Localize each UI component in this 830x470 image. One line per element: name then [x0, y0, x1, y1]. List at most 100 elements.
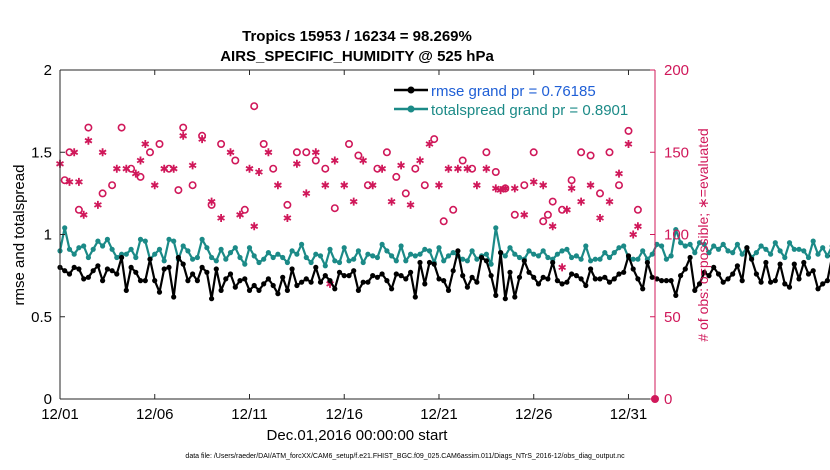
totalspread-point: [805, 254, 812, 261]
possible-obs-marker: [567, 176, 576, 185]
rmse-point: [85, 274, 91, 280]
x-tick-label: 12/21: [420, 406, 458, 423]
totalspread-point: [128, 246, 134, 252]
possible-obs-marker: [614, 181, 623, 190]
rmse-point: [621, 269, 627, 275]
totalspread-point: [137, 236, 144, 242]
rmse-point: [128, 264, 134, 270]
y-right-tick-label: 0: [664, 391, 672, 408]
totalspread-point: [398, 243, 404, 249]
totalspread-point: [668, 253, 674, 259]
rmse-point: [640, 286, 646, 292]
possible-obs-marker: [529, 148, 538, 157]
rmse-point: [786, 284, 793, 290]
chart-subtitle: AIRS_SPECIFIC_HUMIDITY @ 525 hPa: [220, 48, 494, 65]
rmse-point: [753, 271, 760, 277]
rmse-point: [540, 274, 546, 280]
totalspread-point: [673, 227, 679, 233]
totalspread-point: [180, 243, 186, 249]
totalspread-point: [303, 254, 309, 261]
totalspread-point: [289, 248, 295, 254]
rmse-point: [654, 276, 660, 282]
possible-obs-marker: [330, 204, 339, 213]
totalspread-point: [422, 246, 428, 252]
rmse-point: [256, 287, 262, 293]
possible-obs-marker: [259, 140, 268, 149]
rmse-point: [678, 273, 684, 279]
rmse-point: [152, 278, 158, 284]
totalspread-point: [417, 251, 423, 257]
rmse-point: [137, 278, 144, 284]
rmse-point: [351, 268, 357, 274]
rmse-point: [156, 289, 163, 295]
possible-obs-marker: [311, 156, 320, 165]
totalspread-point: [441, 258, 447, 264]
x-tick-label: 12/16: [325, 406, 363, 423]
totalspread-point: [692, 250, 698, 256]
rmse-point: [711, 264, 717, 270]
evaluated-obs-marker: [615, 169, 623, 178]
data-file-note: data file: /Users/raeder/DAI/ATM_forcXX/…: [185, 453, 625, 460]
totalspread-point: [569, 254, 575, 261]
totalspread-point: [355, 248, 361, 254]
totalspread-point: [81, 243, 87, 249]
rmse-point: [403, 276, 409, 282]
totalspread-point: [246, 245, 253, 251]
totalspread-point: [100, 243, 106, 249]
totalspread-point: [166, 236, 172, 242]
possible-obs-marker: [430, 135, 439, 144]
totalspread-point: [218, 246, 224, 252]
evaluated-obs-marker: [349, 197, 358, 206]
rmse-point: [725, 276, 731, 282]
totalspread-point: [768, 251, 774, 257]
totalspread-point: [194, 254, 200, 261]
rmse-point: [355, 287, 361, 293]
rmse-point: [123, 287, 129, 293]
rmse-point: [317, 279, 324, 285]
rmse-point: [294, 282, 300, 289]
evaluated-obs-marker: [605, 197, 614, 206]
y-tick-label: 2: [44, 62, 52, 79]
totalspread-point: [820, 245, 826, 251]
x-tick-label: 12/31: [610, 406, 648, 423]
totalspread-point: [592, 256, 598, 262]
rmse-point: [441, 278, 447, 284]
evaluated-obs-marker: [501, 184, 510, 193]
rmse-point: [114, 271, 120, 277]
rmse-point: [479, 254, 485, 261]
rmse-point: [649, 274, 655, 280]
x-ticks: 12/01 12/06 12/11 12/16 12/21 12/26 12/31: [41, 70, 647, 423]
evaluated-obs-marker: [160, 164, 169, 173]
rmse-point: [606, 279, 613, 285]
evaluated-obs-marker: [65, 177, 74, 186]
possible-obs-marker: [510, 210, 519, 219]
totalspread-point: [734, 241, 741, 247]
y-axis-right-label: # of obs: o=possible; ∗=evaluated: [695, 128, 711, 341]
totalspread-point: [270, 254, 276, 261]
totalspread-point: [573, 253, 580, 259]
rmse-point: [573, 273, 580, 279]
rmse-point: [379, 271, 385, 277]
y-right-tick-label: 200: [664, 62, 689, 79]
rmse-point: [327, 278, 333, 284]
evaluated-obs-marker: [169, 164, 178, 173]
rmse-point: [284, 287, 290, 293]
rmse-point: [696, 281, 703, 287]
rmse-point: [209, 296, 215, 302]
possible-obs-marker: [283, 200, 292, 209]
rmse-point: [213, 266, 219, 272]
evaluated-obs-marker: [629, 230, 638, 239]
totalspread-point: [682, 243, 688, 249]
rmse-point: [588, 266, 594, 272]
evaluated-obs-marker: [596, 214, 604, 222]
totalspread-point: [796, 246, 802, 252]
evaluated-obs-marker: [558, 263, 567, 272]
totalspread-point: [493, 225, 499, 231]
rmse-point: [346, 273, 352, 279]
evaluated-obs-marker: [250, 222, 259, 231]
totalspread-point: [256, 259, 262, 266]
rmse-point: [194, 278, 200, 284]
totalspread-point: [711, 243, 717, 249]
rmse-point: [526, 269, 532, 275]
evaluated-obs-marker: [283, 214, 292, 222]
